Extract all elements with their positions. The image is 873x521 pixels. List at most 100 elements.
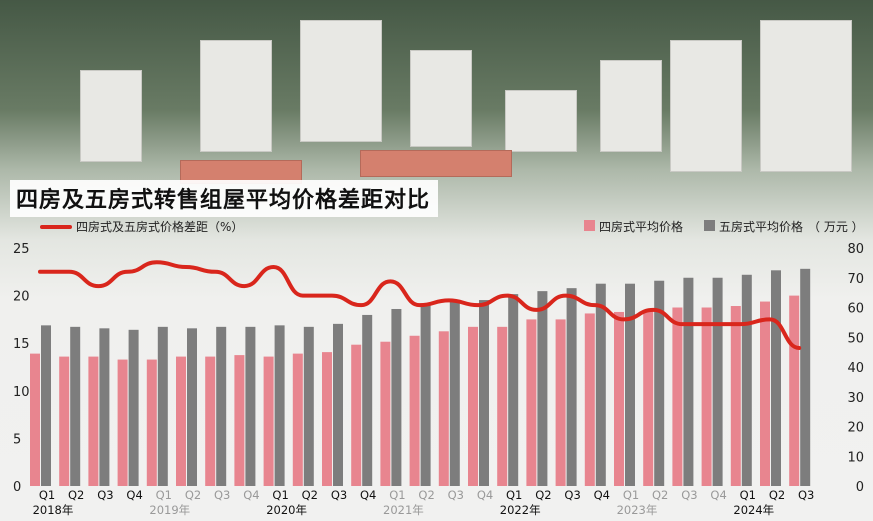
bar-5room [333,323,343,486]
bar-5room [449,301,460,486]
bar-4room [30,353,40,486]
bar-5room [712,277,723,486]
legend-bar5-label: 五房式平均价格 [719,219,803,234]
x-year-label: 2022年 [500,503,541,517]
y-axis-left: 0 5 10 15 20 25 [13,242,30,495]
bar-5room [625,283,635,486]
x-year-label: 2020年 [266,503,307,517]
y-right-tick-label: 60 [847,302,864,317]
bar-4room [730,306,741,486]
bar-4room [760,301,770,486]
bar-5room [99,328,110,486]
bar-4room [789,295,800,486]
y-right-tick-label: 20 [847,421,864,436]
bar-5room [800,268,811,486]
bar-5room [362,314,373,486]
y-right-tick-label: 0 [856,480,864,495]
gap-line-group [38,260,802,350]
x-quarter-label: Q1 [156,488,172,502]
x-quarter-label: Q4 [594,488,610,502]
bar-4room [643,310,654,486]
bar-5room [391,308,402,486]
bar-5room [303,326,314,486]
y-left-tick-label: 25 [13,242,30,257]
building-block [410,50,472,147]
bar-5room [187,328,197,486]
bar-4room [117,359,128,486]
bar-4room [292,353,303,486]
x-quarter-label: Q4 [243,488,259,502]
y-left-tick-label: 20 [13,290,30,305]
bar-5room [537,291,548,486]
x-quarter-label: Q1 [506,488,522,502]
bar-4room [672,307,683,486]
bar-4room [234,355,245,486]
bar-5room [771,270,781,486]
bar-5room [566,288,577,486]
bar-4room [263,356,274,486]
x-quarter-label: Q4 [477,488,493,502]
bar-5room [274,325,285,486]
y-left-tick-label: 15 [13,337,30,352]
bar-5room [128,329,139,486]
x-quarter-label: Q4 [360,488,376,502]
x-year-label: 2023年 [617,503,658,517]
x-quarter-label: Q1 [740,488,756,502]
bar-5room [508,294,519,486]
bar-5room [683,277,694,486]
building-block [300,20,382,142]
x-quarter-label: Q2 [418,488,434,502]
x-quarter-label: Q2 [535,488,551,502]
x-quarter-label: Q1 [272,488,288,502]
bar-4room [205,356,216,486]
x-year-label: 2019年 [149,503,190,517]
x-quarter-label: Q2 [185,488,201,502]
bar-4room [88,356,99,486]
legend-bar4-swatch [584,220,595,231]
bar-4room [438,331,449,486]
bar-4room [176,356,186,486]
x-quarter-label: Q4 [126,488,142,502]
legend: 四房式及五房式价格差距（%） 四房式平均价格 五房式平均价格 （ 万元 ） [40,219,864,234]
legend-line-label: 四房式及五房式价格差距（%） [76,219,243,234]
bar-4room [584,313,595,486]
bar-4room [701,307,712,486]
x-quarter-label: Q3 [97,488,113,502]
x-quarter-label: Q2 [302,488,318,502]
y-right-tick-label: 10 [847,450,864,465]
bar-5room [741,274,752,486]
y-right-tick-label: 70 [847,272,864,287]
building-roof [360,150,512,177]
x-axis: Q1 Q2 Q3 Q4 Q1 Q2 Q3 Q4 Q1 Q2 Q3 Q4 Q1 Q2 Q3 Q4 Q1 Q2 Q3 Q4… [33,488,815,517]
x-quarter-label: Q3 [214,488,230,502]
y-left-tick-label: 5 [13,432,21,447]
building-block [505,90,577,152]
building-block [670,40,742,172]
bar-5room [479,300,489,486]
y-right-tick-label: 80 [847,242,864,257]
bar-5room [595,283,606,486]
y-right-tick-label: 40 [847,361,864,376]
bar-5room [41,325,51,486]
x-quarter-label: Q3 [798,488,814,502]
x-quarter-label: Q2 [769,488,785,502]
legend-bar5-swatch [704,220,715,231]
x-quarter-label: Q3 [448,488,464,502]
bar-4room [322,352,332,486]
bar-4room [351,344,362,486]
x-quarter-label: Q1 [623,488,639,502]
bar-4room [468,326,478,486]
x-year-label: 2024年 [733,503,774,517]
bar-4room [59,356,70,486]
x-quarter-label: Q4 [710,488,726,502]
x-quarter-label: Q3 [681,488,697,502]
bar-5room [420,304,431,486]
building-block [600,60,662,152]
bar-5room [157,326,168,486]
building-block [80,70,142,162]
bar-4room [497,326,508,486]
x-quarter-label: Q1 [389,488,405,502]
bar-5room [216,326,227,486]
y-left-tick-label: 0 [13,480,21,495]
